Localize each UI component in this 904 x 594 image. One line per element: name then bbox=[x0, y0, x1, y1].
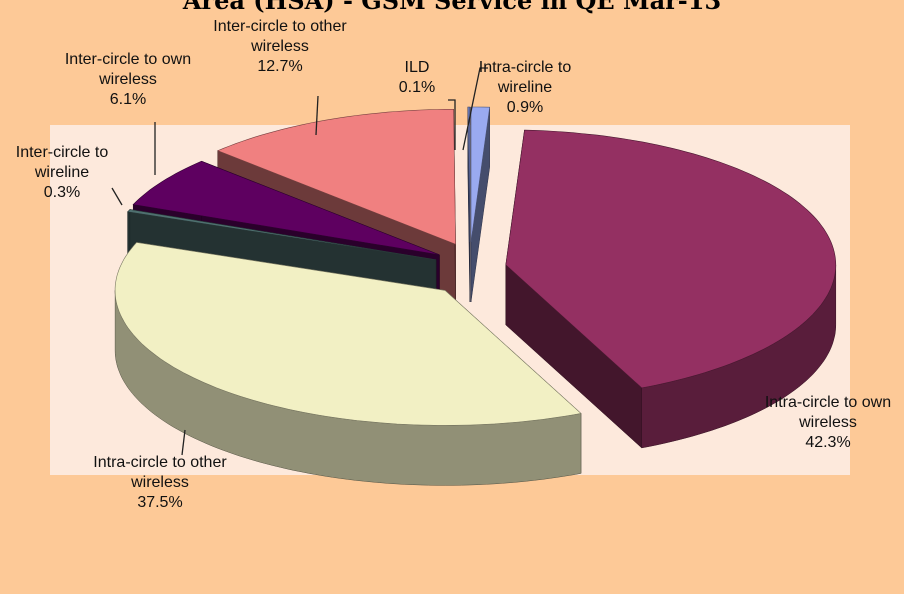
slice bbox=[126, 209, 437, 261]
slice-label: Intra-circle to wireline 0.9% bbox=[465, 58, 585, 118]
slice-name: Intra-circle to other wireless bbox=[93, 454, 227, 491]
slice-name: Inter-circle to other wireless bbox=[213, 18, 347, 55]
slice-value: 12.7% bbox=[257, 58, 303, 75]
leader-line bbox=[181, 429, 186, 456]
leader-line bbox=[448, 99, 456, 150]
leader-line bbox=[462, 67, 488, 151]
slice-name: Intra-circle to own wireless bbox=[764, 394, 892, 431]
slice-label: Inter-circle to other wireless 12.7% bbox=[190, 17, 370, 77]
slice-label: Intra-circle to own wireless 42.3% bbox=[748, 393, 904, 453]
slice-label: ILD 0.1% bbox=[397, 58, 437, 98]
slice bbox=[216, 109, 456, 245]
leader-line bbox=[111, 187, 123, 206]
slice-value: 6.1% bbox=[109, 91, 147, 108]
slice-name: Intra-circle to wireline bbox=[478, 59, 572, 96]
slices bbox=[114, 106, 837, 486]
slice bbox=[467, 106, 471, 243]
slice-value: 0.9% bbox=[506, 99, 544, 116]
slice-name: Inter-circle to wireline bbox=[15, 144, 109, 181]
slice bbox=[114, 242, 582, 426]
chart-title: Area (HSA) - GSM Service in QE Mar-13 bbox=[182, 0, 722, 15]
slice-label: Inter-circle to own wireless 6.1% bbox=[43, 50, 213, 110]
slice-label: Intra-circle to other wireless 37.5% bbox=[75, 453, 245, 513]
slice-label: Inter-circle to wireline 0.3% bbox=[7, 143, 117, 203]
slice bbox=[470, 106, 491, 243]
slice-value: 42.3% bbox=[805, 434, 851, 451]
slice-value: 37.5% bbox=[137, 494, 183, 511]
slice-name: Inter-circle to own wireless bbox=[64, 51, 192, 88]
leader-line bbox=[315, 95, 319, 136]
slice bbox=[505, 129, 837, 389]
slice-name: ILD bbox=[404, 59, 430, 76]
slice-value: 0.3% bbox=[43, 184, 81, 201]
slice bbox=[132, 160, 440, 256]
slice-value: 0.1% bbox=[398, 79, 436, 96]
leader-lines bbox=[111, 67, 488, 456]
